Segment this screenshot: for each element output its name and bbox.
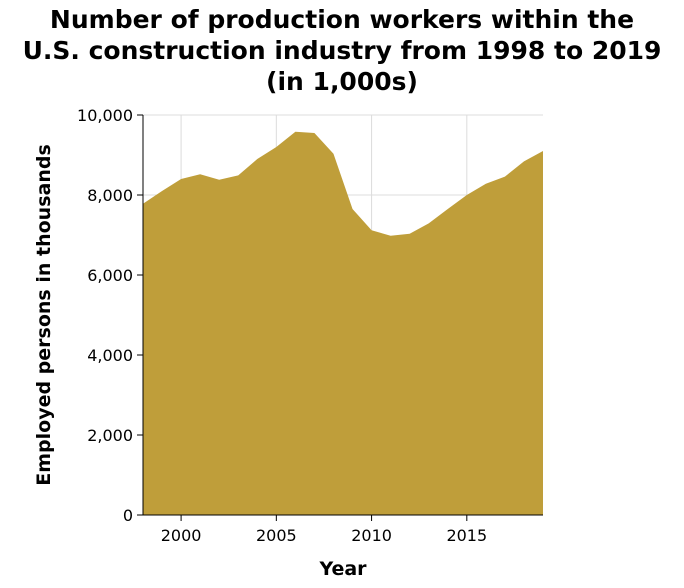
x-tick-label: 2010 xyxy=(351,526,392,545)
x-tick-label: 2000 xyxy=(161,526,202,545)
x-tick-label: 2005 xyxy=(256,526,297,545)
y-tick-label: 6,000 xyxy=(87,266,133,285)
y-tick-label: 4,000 xyxy=(87,346,133,365)
x-axis-label: Year xyxy=(318,558,367,580)
axes xyxy=(142,115,543,516)
x-tick-label: 2015 xyxy=(446,526,487,545)
chart-title-line-3: (in 1,000s) xyxy=(266,67,418,96)
y-tick-label: 8,000 xyxy=(87,186,133,205)
x-axis-ticks: 2000 2005 2010 2015 xyxy=(161,515,487,545)
y-tick-label: 10,000 xyxy=(77,106,133,125)
chart-title-line-2: U.S. construction industry from 1998 to … xyxy=(22,36,662,65)
data-series xyxy=(143,131,543,516)
y-axis-ticks: 0 2,000 4,000 6,000 8,000 10,000 xyxy=(77,106,143,525)
chart-title: Number of production workers within the … xyxy=(0,4,684,97)
chart-title-line-1: Number of production workers within the xyxy=(49,5,635,34)
y-tick-label: 0 xyxy=(123,506,133,525)
y-tick-label: 2,000 xyxy=(87,426,133,445)
y-axis-label: Employed persons in thousands xyxy=(33,144,55,486)
area-series-1 xyxy=(143,131,543,516)
